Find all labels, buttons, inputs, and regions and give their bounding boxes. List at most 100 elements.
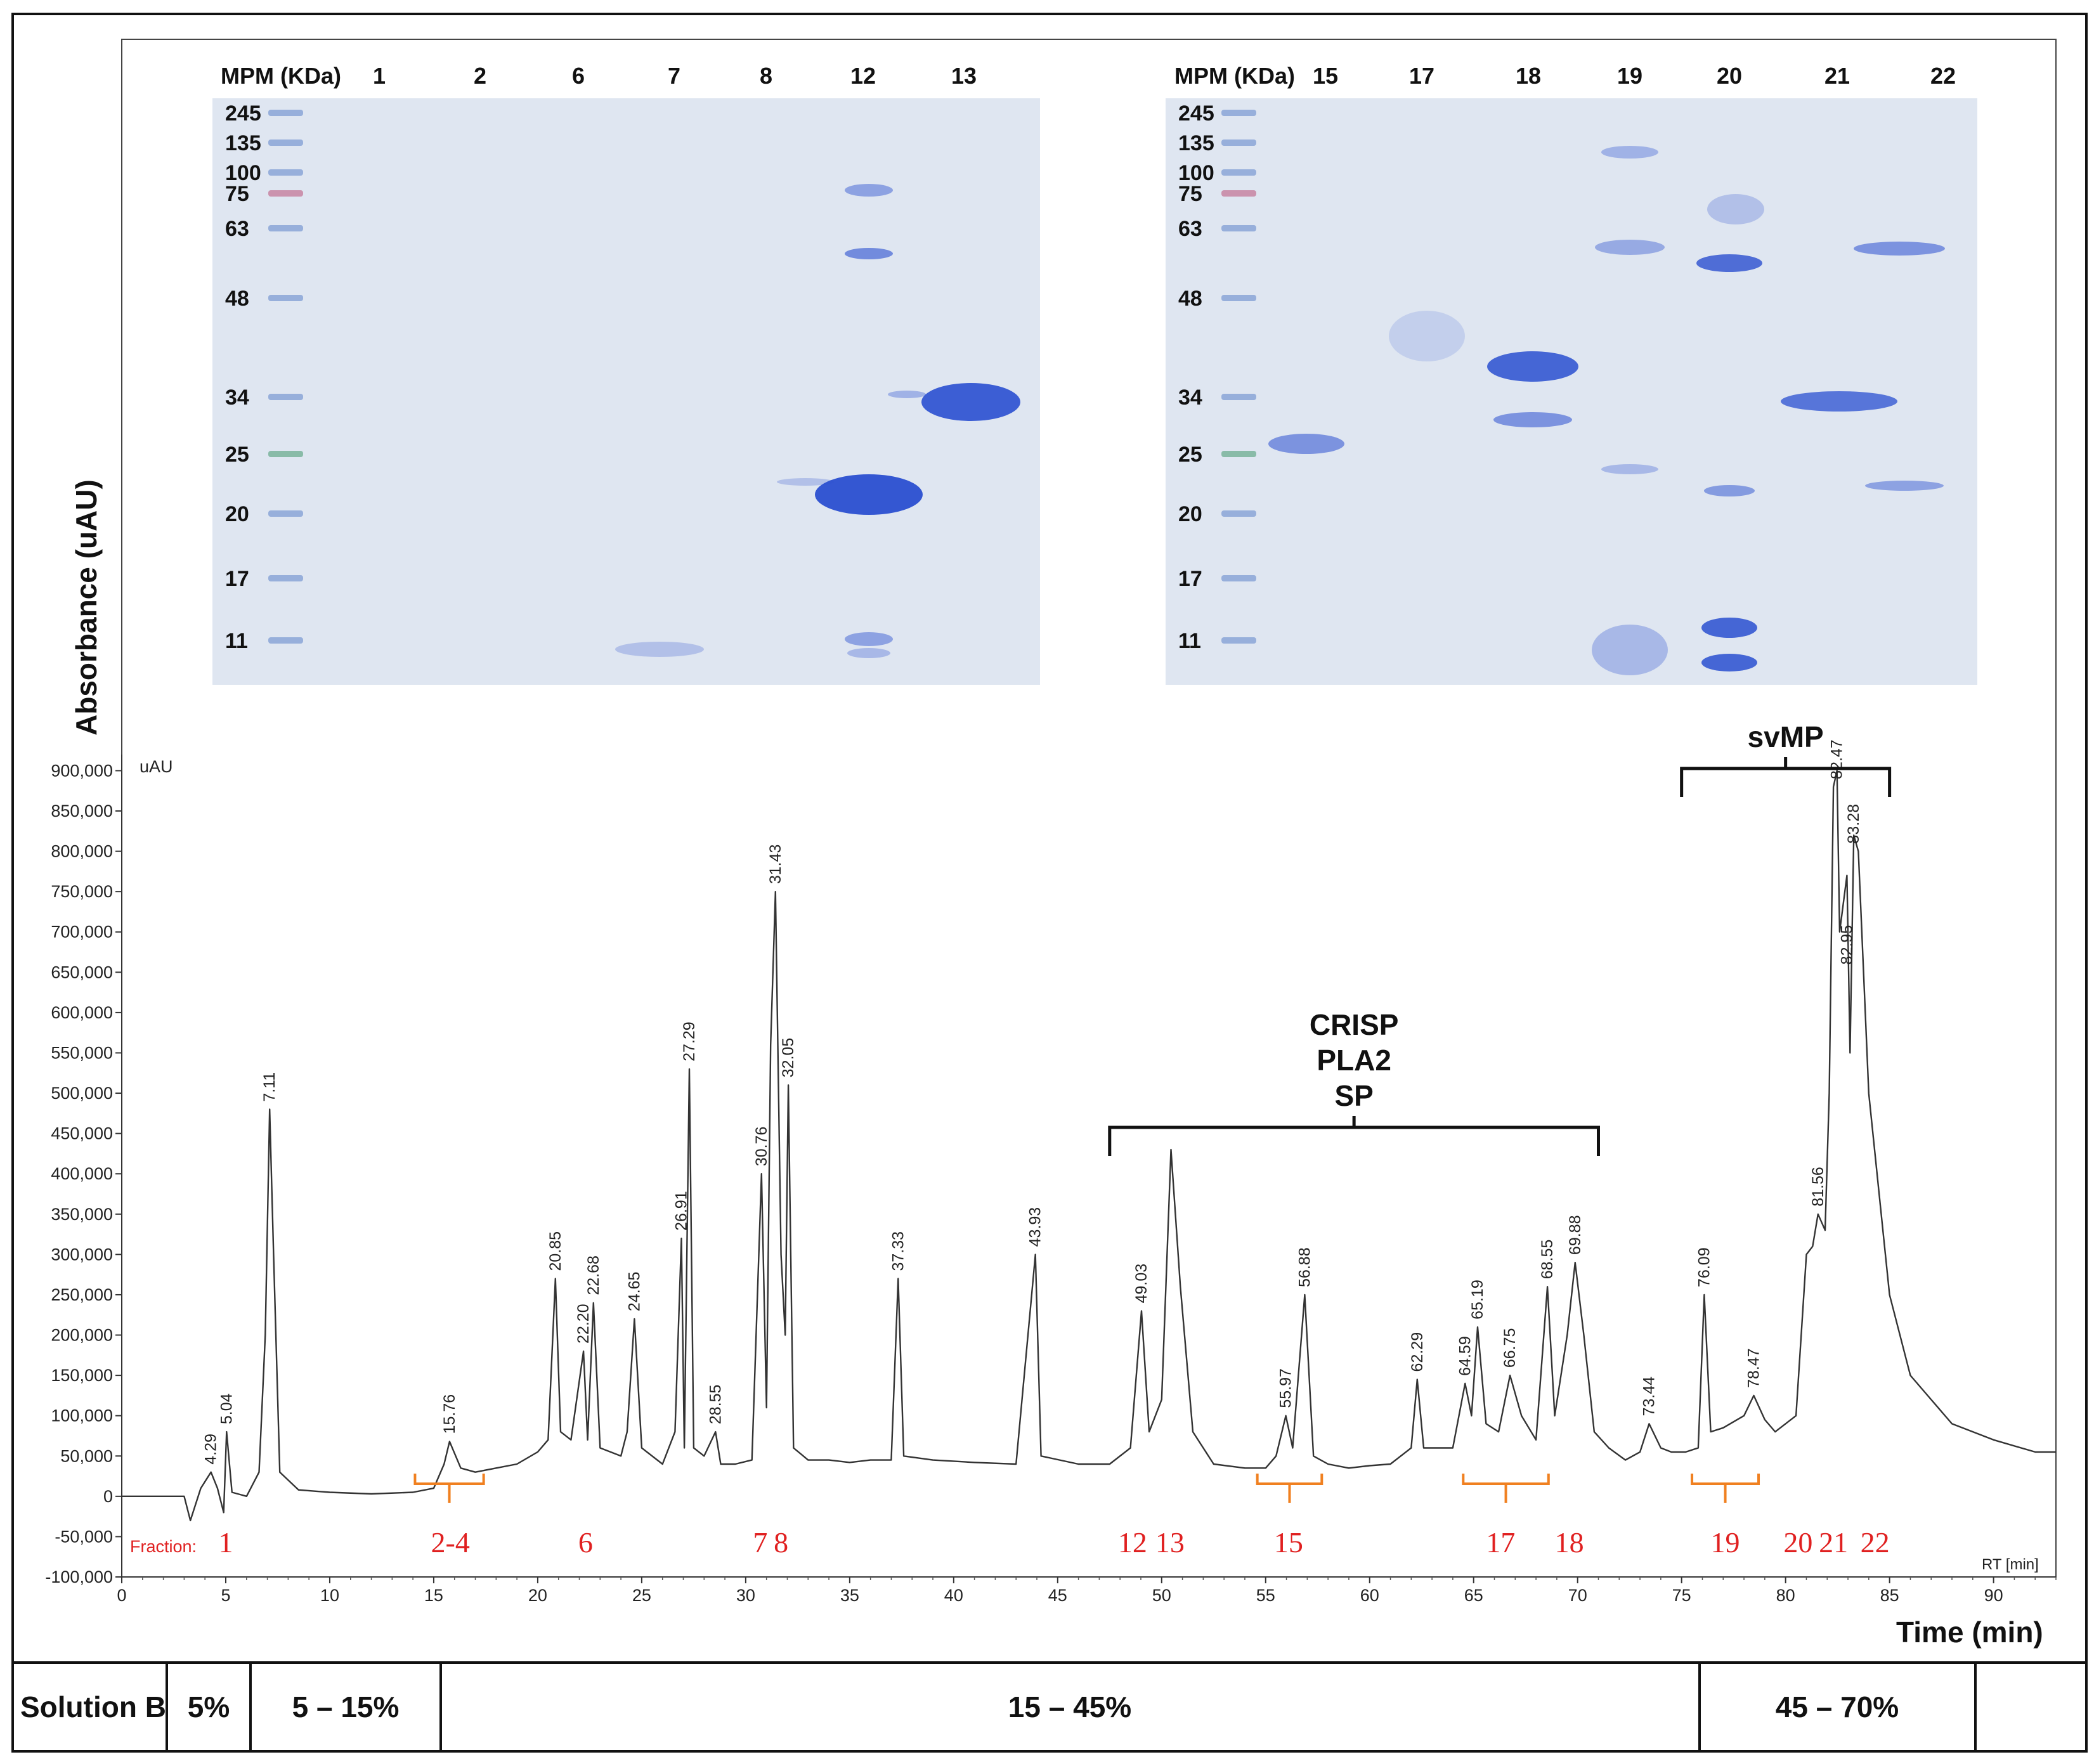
x-axis-title: Time (min) — [1896, 1616, 2043, 1649]
y-tick-label: 900,000 — [51, 761, 113, 780]
peak-label: 82.47 — [1828, 739, 1846, 779]
peak-label: 55.97 — [1277, 1368, 1295, 1408]
y-tick-label: 200,000 — [51, 1326, 113, 1345]
gel-protein-band — [1781, 391, 1897, 412]
gel-marker-band — [268, 225, 303, 231]
fraction-label: 22 — [1861, 1526, 1890, 1559]
gel-protein-band — [1487, 351, 1578, 382]
fraction-label: 7 — [753, 1526, 767, 1559]
gradient-segment: 15 – 45% — [1008, 1690, 1131, 1723]
peak-label: 4.29 — [202, 1434, 220, 1465]
gel-protein-band — [1592, 625, 1668, 675]
gel-marker-band — [268, 575, 303, 581]
y-tick-label: 450,000 — [51, 1124, 113, 1143]
chromatogram-trace — [122, 770, 2056, 1522]
gel-protein-band — [777, 478, 834, 486]
gel-protein-band — [1595, 240, 1665, 255]
gel-marker-band — [1221, 190, 1256, 197]
gel-marker-band — [1221, 225, 1256, 231]
gel-marker-label: 20 — [225, 502, 249, 526]
y-tick-label: 850,000 — [51, 801, 113, 820]
outer-frame — [11, 13, 2088, 1753]
gel-marker-band — [1221, 295, 1256, 301]
gradient-table: Solution B 5% 5 – 15% 15 – 45% 45 – 70% — [20, 1663, 1977, 1751]
fraction-label: 19 — [1711, 1526, 1740, 1559]
gradient-segment: 5% — [188, 1690, 230, 1723]
fraction-brace — [1256, 1474, 1323, 1503]
gel-protein-band — [615, 642, 704, 657]
x-tick-label: 45 — [1048, 1586, 1067, 1605]
peak-label: 27.29 — [680, 1021, 698, 1061]
peak-label: 31.43 — [767, 845, 784, 885]
fraction-label: 21 — [1819, 1526, 1848, 1559]
fraction-label: 6 — [578, 1526, 593, 1559]
x-tick-label: 25 — [632, 1586, 651, 1605]
y-tick-label: 250,000 — [51, 1285, 113, 1304]
y-tick-label: 500,000 — [51, 1084, 113, 1103]
gel-protein-band — [1601, 464, 1658, 474]
gel-protein-band — [1696, 254, 1762, 272]
gel-marker-band — [1221, 394, 1256, 400]
y-tick-label: 650,000 — [51, 963, 113, 982]
fraction-label: 20 — [1783, 1526, 1812, 1559]
gel-protein-band — [1865, 481, 1944, 491]
fraction-label: 13 — [1155, 1526, 1185, 1559]
peak-label: 30.76 — [753, 1127, 771, 1167]
fraction-label: 8 — [774, 1526, 788, 1559]
x-tick-label: 55 — [1256, 1586, 1275, 1605]
peak-label: 15.76 — [441, 1394, 458, 1434]
gel-protein-band — [888, 391, 926, 398]
gel-marker-label: 48 — [225, 287, 249, 311]
peak-label: 20.85 — [547, 1231, 564, 1271]
gel-lane-label: 13 — [951, 63, 977, 89]
gel-marker-header: MPM (KDa) — [221, 63, 341, 89]
y-tick-label: 400,000 — [51, 1164, 113, 1183]
gel-marker-label: 25 — [1178, 443, 1202, 467]
gel-marker-band — [268, 139, 303, 146]
gel-lane-label: 6 — [572, 63, 585, 89]
gel-marker-label: 100 — [1178, 161, 1214, 185]
y-tick-label: -100,000 — [45, 1567, 113, 1586]
gel-marker-label: 245 — [225, 101, 261, 126]
peak-label: 65.19 — [1469, 1280, 1486, 1320]
gel-lane-label: 21 — [1824, 63, 1850, 89]
fraction-label: 17 — [1486, 1526, 1515, 1559]
gel-protein-band — [845, 632, 893, 646]
y-tick-label: 100,000 — [51, 1406, 113, 1425]
peak-label: 82.95 — [1838, 925, 1856, 965]
y-axis-title: Absorbance (uAU) — [70, 479, 103, 736]
x-tick-label: 85 — [1880, 1586, 1899, 1605]
gel-protein-band — [1707, 194, 1764, 224]
x-tick-label: 75 — [1672, 1586, 1691, 1605]
chart-axes: 0 5 10 15 20 25 30 35 40 45 50 55 60 65 70 75 80 85 90900,… — [45, 755, 2057, 1605]
gel-lane-label: 8 — [760, 63, 772, 89]
gel-marker-label: 135 — [1178, 131, 1214, 155]
gel-protein-band — [921, 383, 1020, 421]
gel-protein-band — [1493, 412, 1572, 427]
fraction-brace — [413, 1474, 485, 1503]
x-tick-label: 0 — [117, 1586, 126, 1605]
x-tick-label: 90 — [1984, 1586, 2003, 1605]
gel-marker-label: 11 — [1178, 629, 1201, 653]
peak-label: 7.11 — [261, 1072, 278, 1102]
gel-lane-label: 12 — [850, 63, 876, 89]
gel-protein-band — [1701, 618, 1757, 638]
fraction-label: 18 — [1555, 1526, 1584, 1559]
gel-lane-label: 15 — [1313, 63, 1338, 89]
y-tick-label: 0 — [103, 1487, 113, 1506]
gel-lane-label: 2 — [474, 63, 486, 89]
gel-marker-band — [1221, 637, 1256, 644]
peak-labels: 4.29 5.04 7.11 15.76 20.85 22.20 22.68 24.65 26.… — [202, 739, 1863, 1464]
x-tick-label: 65 — [1464, 1586, 1483, 1605]
gel-marker-band — [268, 451, 303, 457]
x-tick-label: 60 — [1360, 1586, 1379, 1605]
gel-marker-label: 34 — [225, 386, 249, 410]
gel-marker-label: 245 — [1178, 101, 1214, 126]
y-tick-label: 700,000 — [51, 923, 113, 942]
y-tick-label: 350,000 — [51, 1205, 113, 1224]
gel-lane-label: 19 — [1617, 63, 1642, 89]
gel-protein-band — [1701, 654, 1757, 671]
